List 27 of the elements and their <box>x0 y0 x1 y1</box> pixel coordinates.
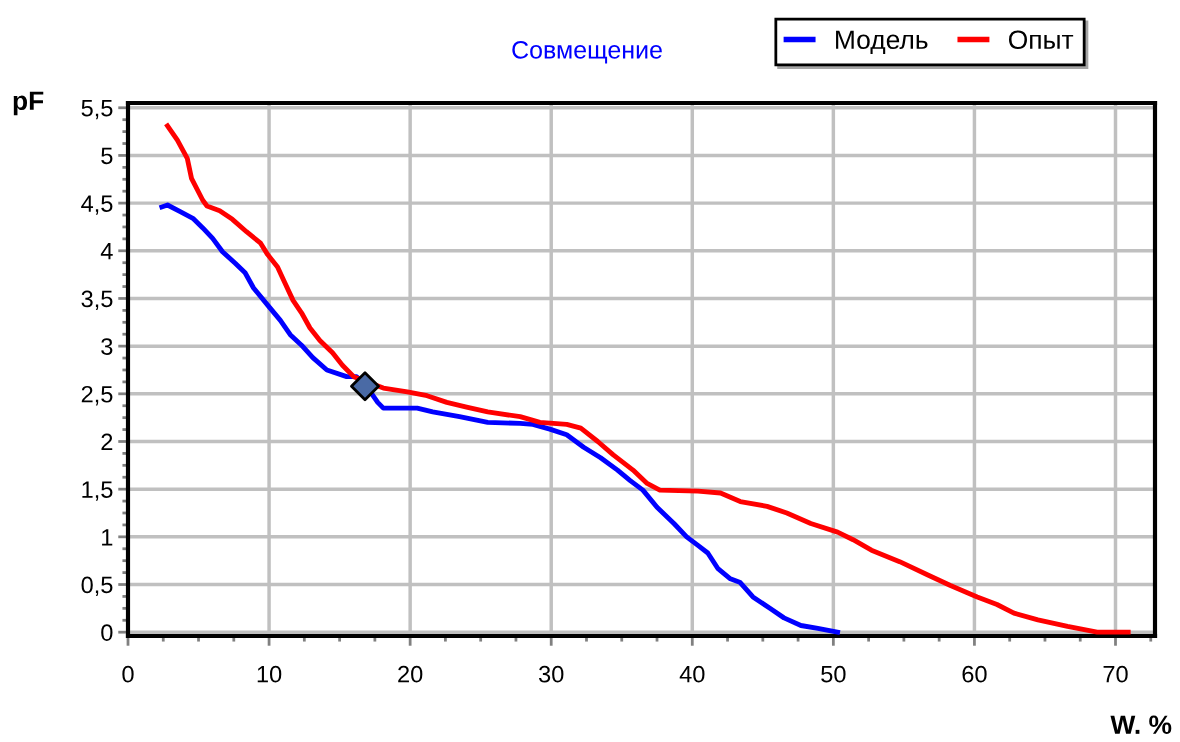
x-axis-title: W. % <box>1110 715 1172 735</box>
x-tick-label: 30 <box>538 665 564 683</box>
line-series <box>165 123 1131 635</box>
y-tick-label: 0 <box>101 624 113 641</box>
legend-label: Опыт <box>1008 30 1074 50</box>
y-tick-label: 5 <box>101 147 113 165</box>
x-tick-label: 70 <box>1103 665 1128 683</box>
y-tick-label: 3,5 <box>81 290 113 311</box>
x-tick-label: 40 <box>679 665 705 683</box>
y-tick-label: 0,5 <box>81 576 113 597</box>
x-tick-label: 50 <box>821 665 846 683</box>
y-tick-label: 4,5 <box>81 195 113 215</box>
y-tick-label: 3 <box>101 338 113 355</box>
y-tick-label: 2,5 <box>81 385 113 406</box>
y-axis-title: pF <box>13 91 44 116</box>
y-tick-label: 1 <box>102 529 113 546</box>
y-tick-label: 5,5 <box>81 100 113 120</box>
x-tick-label: 20 <box>398 665 423 683</box>
x-tick-label: 10 <box>257 665 282 683</box>
line-series <box>159 202 841 635</box>
legend-label: Модель <box>836 30 928 55</box>
x-tick-label: 0 <box>122 665 134 683</box>
x-tick-label: 60 <box>962 665 987 683</box>
y-tick-label: 1,5 <box>82 481 113 501</box>
chart-title: Совмещение <box>512 41 662 64</box>
y-tick-label: 4 <box>100 243 113 260</box>
y-tick-label: 2 <box>101 433 113 451</box>
